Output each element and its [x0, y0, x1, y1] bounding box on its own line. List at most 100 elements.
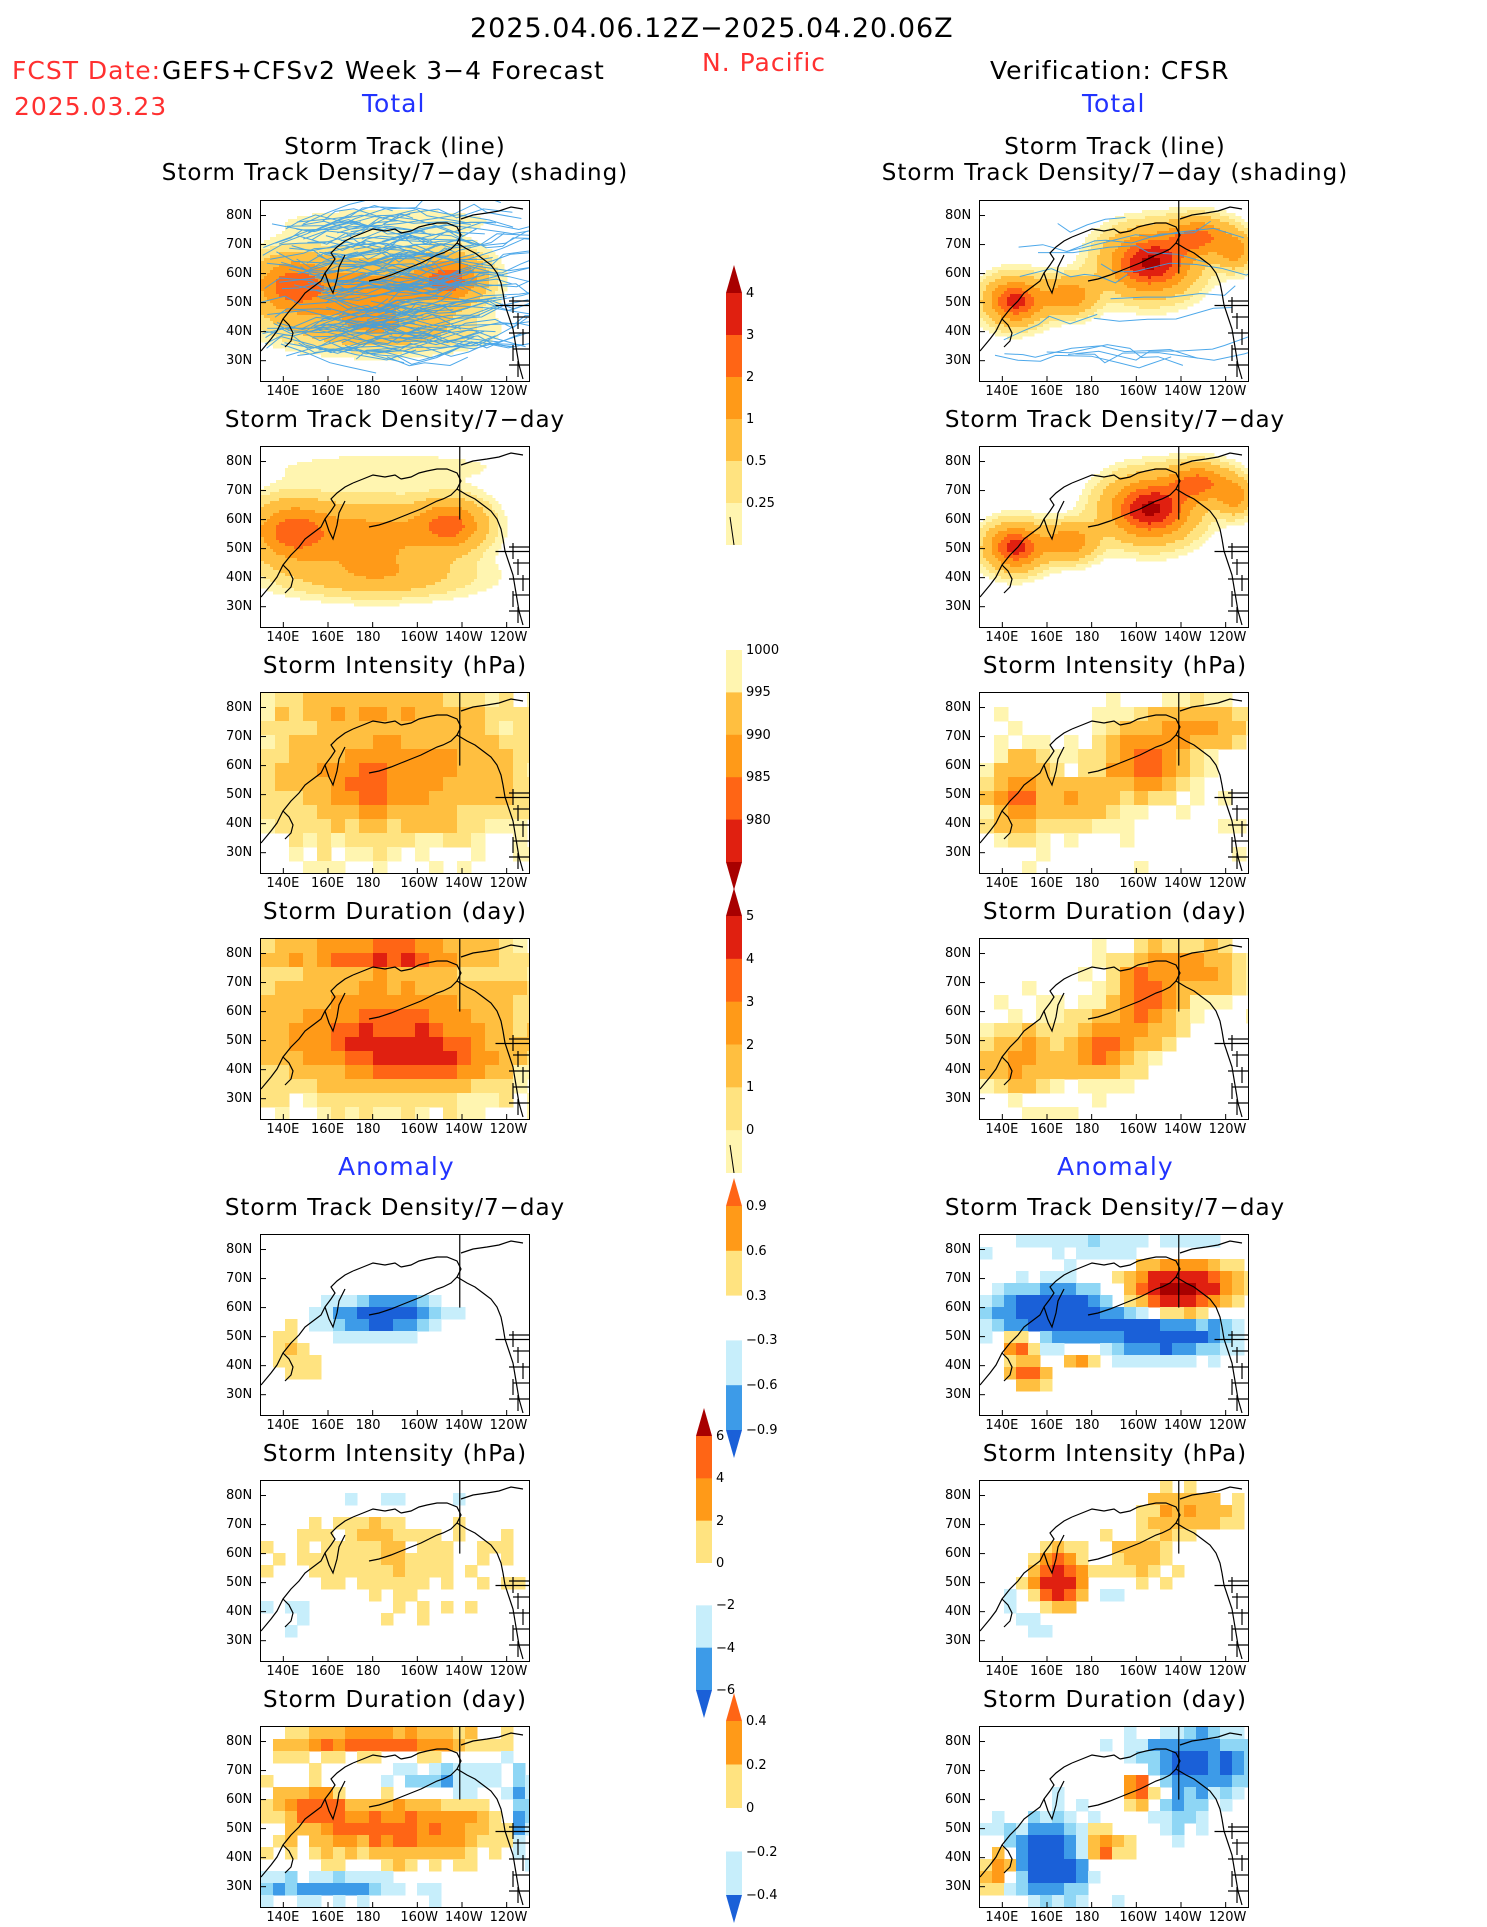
lon-tick-label: 120W — [1209, 1665, 1247, 1678]
lon-tick-label: 140E — [985, 1123, 1018, 1136]
lat-tick-label: 60N — [226, 759, 252, 772]
lon-tick-label: 140E — [266, 385, 299, 398]
title-line1: Storm Track (line) — [850, 134, 1380, 160]
colorbar-label: 0.4 — [746, 1715, 767, 1728]
lon-tick-label: 180 — [356, 1419, 381, 1432]
lon-tick-label: 160E — [311, 1665, 344, 1678]
model-label: GEFS+CFSv2 Week 3−4 Forecast — [162, 58, 605, 83]
lat-tick-label: 80N — [945, 209, 971, 222]
shading — [261, 456, 508, 607]
colorbar-label: 0 — [746, 1124, 754, 1137]
lat-tick-label: 30N — [226, 600, 252, 613]
lon-tick-label: 160E — [311, 1123, 344, 1136]
lat-tick-label: 80N — [226, 1489, 252, 1502]
map-anom-duration-left — [260, 1726, 530, 1908]
map-svg — [261, 201, 529, 381]
lon-tick-label: 140W — [1164, 1911, 1202, 1924]
right-anomaly-label: Anomaly — [1057, 1154, 1174, 1179]
lat-tick-label: 80N — [226, 1735, 252, 1748]
lon-tick-label: 140W — [445, 1419, 483, 1432]
title-anom-duration-right: Storm Duration (day) — [850, 1687, 1380, 1713]
lon-tick-label: 180 — [356, 631, 381, 644]
lon-tick-label: 180 — [1075, 1665, 1100, 1678]
lat-tick-label: 70N — [226, 484, 252, 497]
lon-tick-label: 160E — [311, 877, 344, 890]
lon-tick-label: 160E — [1030, 631, 1063, 644]
lat-tick-label: 40N — [226, 571, 252, 584]
lon-tick-label: 120W — [1209, 631, 1247, 644]
left-anomaly-label: Anomaly — [338, 1154, 455, 1179]
title-anom-intensity-right: Storm Intensity (hPa) — [850, 1441, 1380, 1467]
colorbar-label: 0 — [746, 1802, 754, 1815]
lon-tick-label: 160W — [400, 1419, 438, 1432]
colorbar-label: 1000 — [746, 644, 779, 657]
lat-tick-label: 40N — [226, 1359, 252, 1372]
title-total-intensity-right: Storm Intensity (hPa) — [850, 653, 1380, 679]
lat-tick-label: 70N — [945, 976, 971, 989]
lon-tick-label: 140W — [445, 1123, 483, 1136]
lat-tick-label: 30N — [226, 846, 252, 859]
colorbar-label: 0.2 — [746, 1759, 767, 1772]
lat-tick-label: 30N — [945, 1634, 971, 1647]
lat-tick-label: 30N — [945, 846, 971, 859]
title-line1: Storm Track (line) — [130, 134, 660, 160]
lat-tick-label: 60N — [226, 1301, 252, 1314]
lat-tick-label: 40N — [945, 1359, 971, 1372]
lon-tick-label: 140W — [1164, 877, 1202, 890]
lat-tick-label: 60N — [226, 267, 252, 280]
lon-tick-label: 160W — [400, 877, 438, 890]
map-svg — [980, 1235, 1248, 1415]
lon-tick-label: 160W — [1119, 385, 1157, 398]
lon-tick-label: 160W — [1119, 877, 1157, 890]
lat-tick-label: 60N — [226, 1005, 252, 1018]
colorbar-label: 2 — [746, 371, 754, 384]
title-total-density-right: Storm Track Density/7−day — [850, 407, 1380, 433]
shading — [261, 693, 529, 873]
lon-tick-label: 140E — [266, 1123, 299, 1136]
lat-tick-label: 60N — [945, 1005, 971, 1018]
lon-tick-label: 160W — [400, 631, 438, 644]
lat-tick-label: 30N — [226, 1092, 252, 1105]
lat-tick-label: 60N — [945, 513, 971, 526]
lat-tick-label: 70N — [945, 730, 971, 743]
map-anom-intensity-left — [260, 1480, 530, 1662]
colorbar-label: 990 — [746, 729, 771, 742]
lon-tick-label: 140W — [445, 877, 483, 890]
lon-tick-label: 160W — [1119, 1123, 1157, 1136]
lon-tick-label: 140W — [1164, 1665, 1202, 1678]
left-total-label: Total — [362, 91, 425, 116]
map-total-intensity-left — [260, 692, 530, 874]
colorbar-label: 4 — [746, 953, 754, 966]
lat-tick-label: 50N — [226, 296, 252, 309]
shading — [261, 1727, 529, 1907]
lat-tick-label: 60N — [945, 1793, 971, 1806]
map-svg — [261, 693, 529, 873]
lon-tick-label: 180 — [356, 1123, 381, 1136]
title-total-density-left: Storm Track Density/7−day — [130, 407, 660, 433]
lat-tick-label: 60N — [945, 1547, 971, 1560]
lon-tick-label: 160E — [311, 1911, 344, 1924]
title-total-intensity-left: Storm Intensity (hPa) — [130, 653, 660, 679]
lon-tick-label: 180 — [1075, 1911, 1100, 1924]
lat-tick-label: 50N — [945, 1034, 971, 1047]
lat-tick-label: 80N — [945, 1735, 971, 1748]
lon-tick-label: 120W — [490, 631, 528, 644]
lat-tick-label: 80N — [945, 701, 971, 714]
lat-tick-label: 50N — [945, 1330, 971, 1343]
colorbar-svg — [694, 1408, 734, 1718]
colorbar-label: 3 — [746, 329, 754, 342]
shading — [980, 1235, 1248, 1392]
lon-tick-label: 160E — [1030, 385, 1063, 398]
map-svg — [980, 693, 1248, 873]
lat-tick-label: 80N — [945, 1489, 971, 1502]
lat-tick-label: 70N — [226, 238, 252, 251]
colorbar-label: 1 — [746, 413, 754, 426]
colorbar-label: 4 — [716, 1472, 724, 1485]
lat-tick-label: 50N — [226, 1330, 252, 1343]
lon-tick-label: 140E — [266, 877, 299, 890]
lat-tick-label: 50N — [945, 788, 971, 801]
lat-tick-label: 40N — [226, 1605, 252, 1618]
colorbar-label: −0.9 — [746, 1424, 778, 1437]
colorbar-label: 2 — [746, 1039, 754, 1052]
